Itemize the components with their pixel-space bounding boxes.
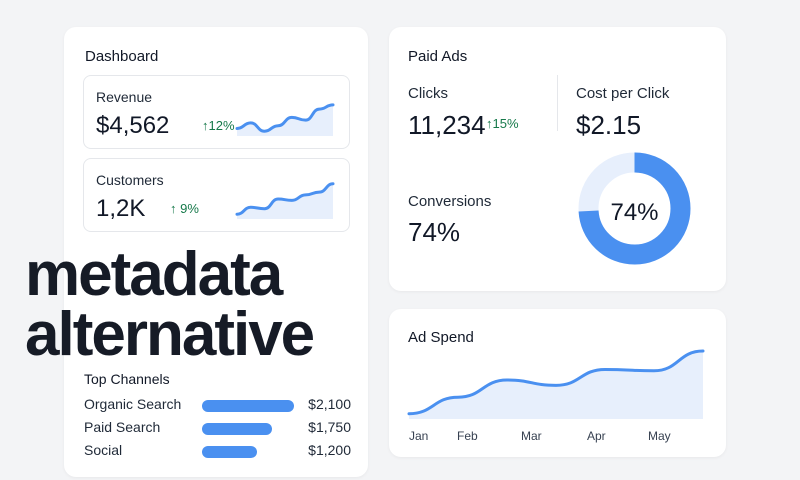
ad-spend-title: Ad Spend	[408, 329, 474, 346]
channel-bar	[202, 400, 294, 412]
conversions-label: Conversions	[408, 193, 492, 210]
channel-name: Organic Search	[84, 396, 182, 412]
month-label: Mar	[521, 429, 542, 443]
ad-spend-area	[409, 351, 703, 419]
conversion-donut-chart	[578, 152, 691, 265]
channel-bar	[202, 446, 258, 458]
month-label: Feb	[457, 429, 478, 443]
month-label: May	[648, 429, 671, 443]
customers-value: 1,2K	[96, 195, 146, 222]
channel-name: Social	[84, 442, 123, 458]
metric-divider	[557, 75, 558, 131]
revenue-label: Revenue	[96, 89, 153, 105]
dashboard-title: Dashboard	[85, 48, 159, 65]
cost-per-click-label: Cost per Click	[576, 85, 670, 102]
top-channels-title: Top Channels	[84, 371, 170, 387]
clicks-delta: ↑15%	[486, 116, 519, 131]
paid-ads-title: Paid Ads	[408, 48, 468, 65]
sparkline-line	[235, 182, 335, 216]
revenue-sparkline	[235, 103, 335, 136]
overlay-text-line-1: metadata	[25, 240, 283, 309]
sparkline-area	[237, 183, 333, 219]
month-label: Apr	[587, 429, 606, 443]
channel-bar	[202, 423, 272, 435]
ad-spend-line	[407, 349, 705, 416]
channel-row[interactable]: Organic Search $2,100	[84, 396, 351, 414]
revenue-value: $4,562	[96, 112, 170, 139]
revenue-metric-card[interactable]: Revenue $4,562 ↑12%	[83, 75, 350, 149]
customers-metric-card[interactable]: Customers 1,2K ↑ 9%	[83, 158, 350, 232]
overlay-text-line-2: alternative	[25, 300, 315, 369]
channel-row[interactable]: Paid Search $1,750	[84, 419, 351, 437]
conversions-value: 74%	[408, 217, 461, 247]
sparkline-line	[235, 103, 335, 133]
channel-name: Paid Search	[84, 419, 161, 435]
dashboard-card: Dashboard Revenue $4,562 ↑12% Customers …	[64, 27, 368, 477]
customers-label: Customers	[96, 172, 164, 188]
revenue-delta: ↑12%	[202, 118, 235, 133]
channel-value: $1,200	[308, 442, 351, 458]
customers-delta: ↑ 9%	[170, 201, 199, 216]
clicks-label: Clicks	[408, 85, 448, 102]
donut-arc	[578, 152, 691, 265]
paid-ads-card: Paid Ads Clicks 11,234 ↑15% Cost per Cli…	[389, 27, 726, 291]
ad-spend-card: Ad Spend Jan Feb Mar Apr May	[389, 309, 726, 457]
donut-percent-label: 74%	[610, 199, 659, 226]
sparkline-area	[237, 104, 333, 136]
customers-sparkline	[235, 182, 335, 219]
month-label: Jan	[409, 429, 429, 443]
channel-value: $2,100	[308, 396, 351, 412]
channel-value: $1,750	[308, 419, 351, 435]
clicks-value: 11,234	[408, 110, 486, 140]
channel-row[interactable]: Social $1,200	[84, 442, 351, 460]
ad-spend-line-chart	[407, 349, 705, 419]
cost-per-click-value: $2.15	[576, 110, 642, 140]
